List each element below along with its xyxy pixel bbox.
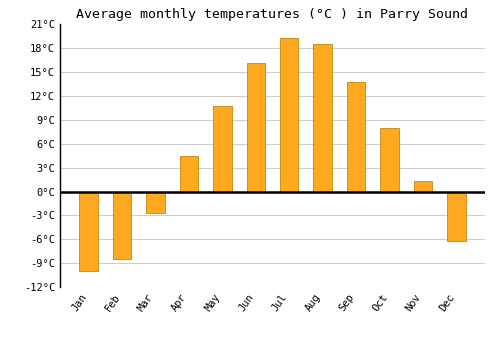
Bar bbox=[280, 38, 298, 191]
Bar bbox=[448, 191, 466, 241]
Bar bbox=[380, 128, 399, 191]
Bar bbox=[146, 191, 165, 213]
Bar bbox=[314, 44, 332, 191]
Bar bbox=[347, 82, 366, 191]
Title: Average monthly temperatures (°C ) in Parry Sound: Average monthly temperatures (°C ) in Pa… bbox=[76, 8, 468, 21]
Bar bbox=[180, 156, 198, 191]
Bar bbox=[246, 63, 265, 191]
Bar bbox=[80, 191, 98, 271]
Bar bbox=[213, 106, 232, 191]
Bar bbox=[414, 181, 432, 191]
Bar bbox=[113, 191, 131, 259]
